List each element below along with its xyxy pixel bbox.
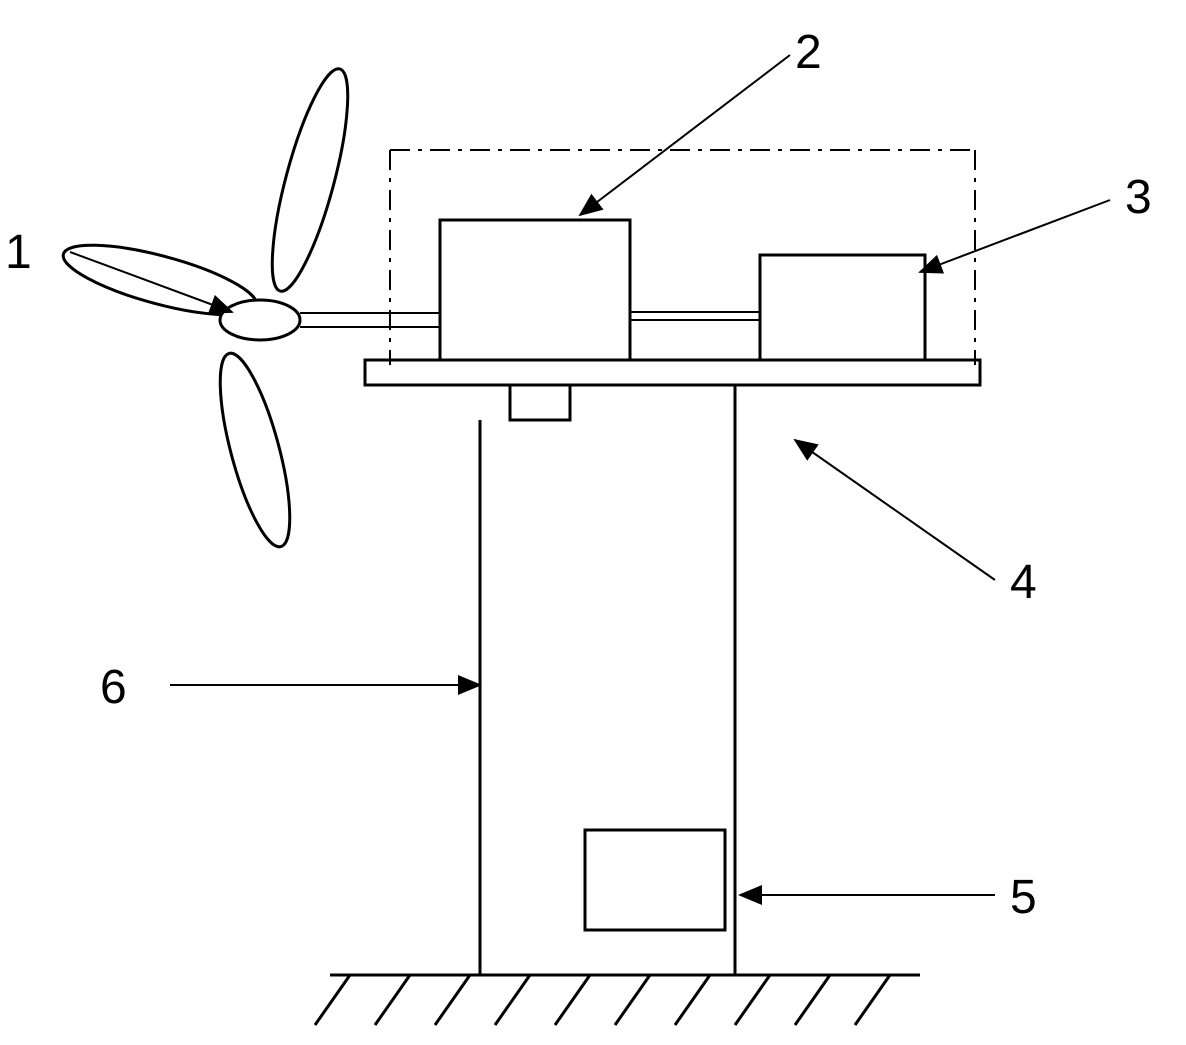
label-5: 5 xyxy=(1010,870,1037,925)
wind-turbine-diagram xyxy=(0,0,1186,1045)
label-4: 4 xyxy=(1010,555,1037,610)
label-3: 3 xyxy=(1125,170,1152,225)
label-2: 2 xyxy=(795,25,822,80)
label-1: 1 xyxy=(5,225,32,280)
label-6: 6 xyxy=(100,660,127,715)
